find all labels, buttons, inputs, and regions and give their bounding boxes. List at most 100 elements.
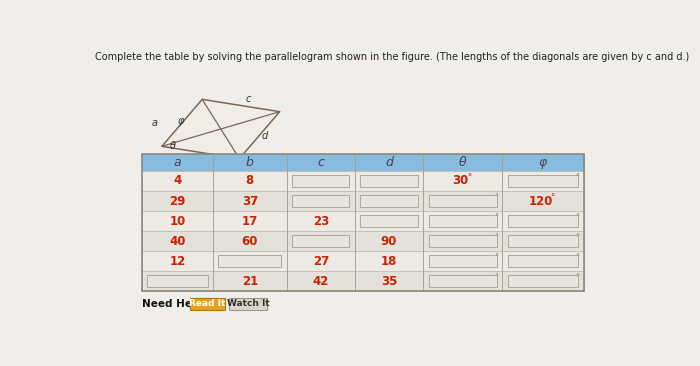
- Bar: [423, 231, 502, 251]
- Text: φ: φ: [177, 116, 183, 126]
- Text: c: c: [246, 94, 251, 104]
- Text: 37: 37: [241, 194, 258, 208]
- Bar: [355, 231, 423, 251]
- Bar: [355, 251, 423, 271]
- Text: 8: 8: [246, 175, 254, 187]
- Bar: [141, 271, 213, 291]
- Bar: [355, 211, 423, 231]
- Bar: [508, 275, 578, 287]
- Bar: [355, 271, 423, 291]
- Bar: [287, 211, 355, 231]
- Bar: [287, 191, 355, 211]
- Text: °: °: [468, 173, 472, 182]
- Bar: [502, 271, 584, 291]
- Text: °: °: [494, 273, 498, 283]
- Bar: [141, 154, 584, 291]
- Text: 60: 60: [241, 235, 258, 247]
- Bar: [213, 251, 287, 271]
- Bar: [213, 154, 287, 171]
- Text: 12: 12: [169, 255, 186, 268]
- Bar: [423, 171, 502, 191]
- Text: d: d: [261, 131, 267, 141]
- Bar: [502, 191, 584, 211]
- Text: °: °: [494, 193, 498, 202]
- Bar: [230, 298, 267, 310]
- Text: °: °: [494, 254, 498, 262]
- Bar: [141, 171, 213, 191]
- Text: 35: 35: [381, 274, 397, 288]
- Bar: [423, 211, 502, 231]
- Text: Need Help?: Need Help?: [141, 299, 209, 309]
- Text: 40: 40: [169, 235, 186, 247]
- Text: 27: 27: [313, 255, 329, 268]
- Text: 10: 10: [169, 214, 186, 228]
- Bar: [141, 154, 213, 171]
- Bar: [508, 175, 578, 187]
- Bar: [423, 154, 502, 171]
- Bar: [360, 195, 418, 207]
- Bar: [428, 215, 497, 227]
- Text: c: c: [317, 156, 324, 169]
- Text: °: °: [575, 234, 580, 242]
- Bar: [292, 175, 349, 187]
- Bar: [141, 251, 213, 271]
- Text: Read It: Read It: [189, 299, 225, 308]
- Bar: [428, 255, 497, 267]
- Text: a: a: [174, 156, 181, 169]
- Bar: [508, 255, 578, 267]
- Text: °: °: [575, 213, 580, 223]
- Text: 21: 21: [241, 274, 258, 288]
- Bar: [287, 154, 355, 171]
- Text: Complete the table by solving the parallelogram shown in the figure. (The length: Complete the table by solving the parall…: [95, 52, 690, 61]
- Text: θ: θ: [169, 141, 176, 150]
- Bar: [287, 231, 355, 251]
- Text: 120: 120: [528, 194, 553, 208]
- Bar: [423, 191, 502, 211]
- Bar: [218, 255, 281, 267]
- Bar: [287, 171, 355, 191]
- Bar: [213, 191, 287, 211]
- Text: d: d: [385, 156, 393, 169]
- Bar: [360, 175, 418, 187]
- Bar: [502, 171, 584, 191]
- Text: 17: 17: [241, 214, 258, 228]
- Bar: [508, 235, 578, 247]
- Bar: [355, 154, 423, 171]
- Bar: [502, 231, 584, 251]
- Text: 90: 90: [381, 235, 397, 247]
- Text: 29: 29: [169, 194, 186, 208]
- Bar: [423, 251, 502, 271]
- Text: °: °: [494, 213, 498, 223]
- Bar: [502, 211, 584, 231]
- Text: 18: 18: [381, 255, 397, 268]
- Bar: [428, 235, 497, 247]
- Bar: [147, 275, 208, 287]
- Text: °: °: [575, 173, 580, 182]
- Bar: [355, 191, 423, 211]
- Bar: [502, 154, 584, 171]
- Bar: [292, 235, 349, 247]
- Bar: [190, 298, 225, 310]
- Bar: [141, 191, 213, 211]
- Bar: [292, 195, 349, 207]
- Text: b: b: [246, 156, 254, 169]
- Bar: [213, 171, 287, 191]
- Text: b: b: [220, 158, 226, 168]
- Text: 30: 30: [452, 175, 468, 187]
- Bar: [141, 231, 213, 251]
- Bar: [287, 271, 355, 291]
- Bar: [428, 275, 497, 287]
- Bar: [508, 215, 578, 227]
- Text: Watch It: Watch It: [227, 299, 270, 308]
- Bar: [428, 195, 497, 207]
- Text: °: °: [494, 234, 498, 242]
- Bar: [141, 211, 213, 231]
- Bar: [355, 171, 423, 191]
- Text: φ: φ: [539, 156, 547, 169]
- Text: 4: 4: [174, 175, 181, 187]
- Bar: [502, 251, 584, 271]
- Text: 42: 42: [313, 274, 329, 288]
- Text: a: a: [152, 118, 158, 128]
- Polygon shape: [162, 99, 280, 158]
- Text: θ: θ: [458, 156, 466, 169]
